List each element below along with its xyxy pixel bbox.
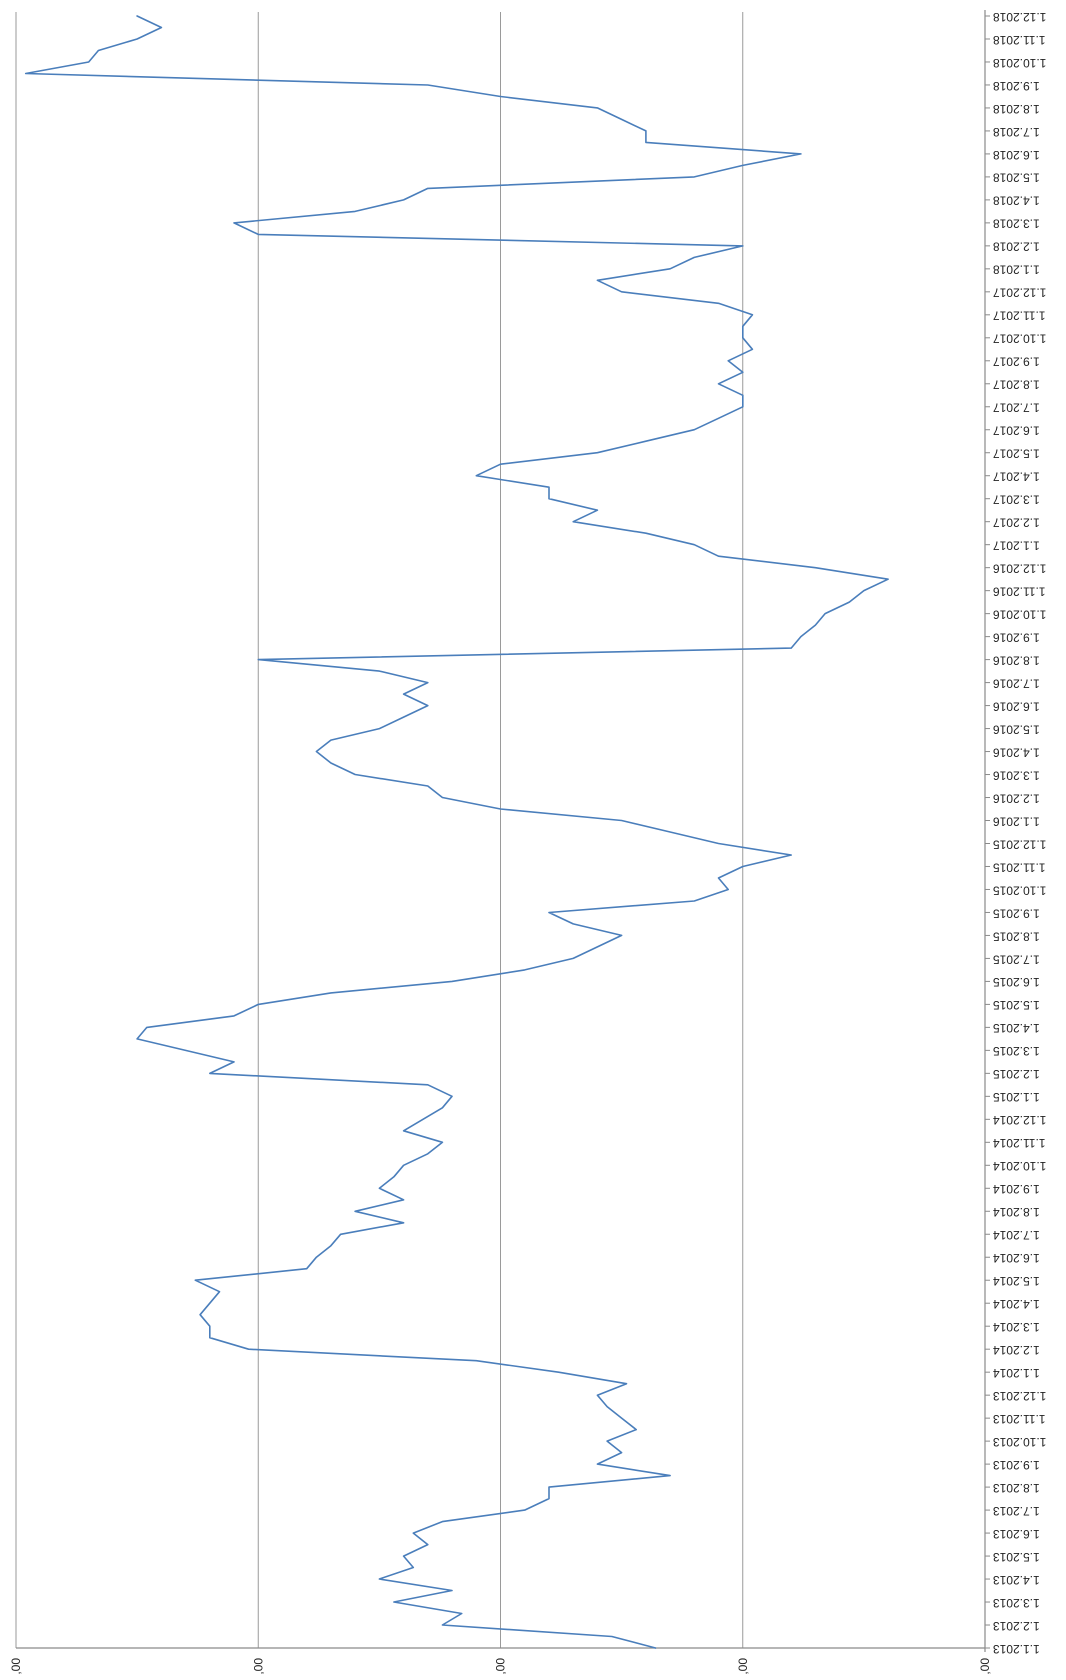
x-tick-label: 1.3.2014	[993, 1320, 1040, 1334]
y-tick-label: 335,00	[494, 1658, 508, 1675]
x-tick-label: 1.3.2015	[993, 1044, 1040, 1058]
x-tick-label: 1.2.2015	[993, 1067, 1040, 1081]
y-tick-label: 345,00	[9, 1658, 23, 1675]
x-tick-label: 1.8.2017	[993, 378, 1040, 392]
x-tick-label: 1.4.2015	[993, 1021, 1040, 1035]
x-tick-label: 1.2.2013	[993, 1619, 1040, 1633]
x-tick-label: 1.12.2016	[993, 561, 1047, 575]
x-tick-label: 1.3.2018	[993, 217, 1040, 231]
x-tick-label: 1.7.2017	[993, 401, 1040, 415]
x-tick-label: 1.9.2014	[993, 1182, 1040, 1196]
x-tick-label: 1.5.2018	[993, 171, 1040, 185]
x-tick-label: 1.1.2016	[993, 814, 1040, 828]
x-tick-label: 1.10.2018	[993, 56, 1047, 70]
x-tick-label: 1.10.2016	[993, 607, 1047, 621]
x-tick-label: 1.8.2015	[993, 929, 1040, 943]
x-tick-label: 1.8.2013	[993, 1481, 1040, 1495]
x-tick-label: 1.11.2017	[993, 309, 1046, 323]
x-tick-label: 1.1.2013	[993, 1642, 1040, 1656]
x-tick-label: 1.10.2014	[993, 1159, 1047, 1173]
x-tick-label: 1.6.2016	[993, 699, 1040, 713]
x-tick-label: 1.2.2017	[993, 516, 1040, 530]
x-tick-label: 1.9.2013	[993, 1458, 1040, 1472]
x-tick-label: 1.9.2017	[993, 355, 1040, 369]
gridlines	[15, 12, 744, 1648]
x-tick-label: 1.9.2018	[993, 79, 1040, 93]
x-tick-label: 1.10.2015	[993, 883, 1047, 897]
x-tick-label: 1.2.2016	[993, 791, 1040, 805]
x-tick-label: 1.7.2015	[993, 952, 1040, 966]
x-tick-label: 1.6.2017	[993, 424, 1040, 438]
x-tick-label: 1.5.2013	[993, 1550, 1040, 1564]
x-tick-label: 1.4.2016	[993, 745, 1040, 759]
x-tick-label: 1.3.2013	[993, 1596, 1040, 1610]
x-tick-label: 1.4.2017	[993, 470, 1040, 484]
axes	[16, 10, 990, 1652]
x-tick-label: 1.6.2015	[993, 975, 1040, 989]
x-tick-label: 1.2.2014	[993, 1343, 1040, 1357]
x-tick-label: 1.5.2014	[993, 1274, 1040, 1288]
x-tick-label: 1.9.2015	[993, 906, 1040, 920]
x-tick-label: 1.11.2015	[993, 860, 1046, 874]
x-tick-label: 1.7.2016	[993, 676, 1040, 690]
x-tick-label: 1.6.2014	[993, 1251, 1040, 1265]
x-tick-label: 1.1.2017	[993, 539, 1040, 553]
x-tick-label: 1.7.2018	[993, 125, 1040, 139]
x-tick-label: 1.1.2018	[993, 263, 1040, 277]
x-tick-label: 1.12.2018	[993, 10, 1047, 24]
x-tick-label: 1.3.2016	[993, 768, 1040, 782]
x-tick-label: 1.8.2014	[993, 1205, 1040, 1219]
x-tick-label: 1.11.2013	[993, 1412, 1046, 1426]
x-tick-label: 1.2.2018	[993, 240, 1040, 254]
x-tick-label: 1.5.2015	[993, 998, 1040, 1012]
series-line	[24, 15, 889, 1649]
x-tick-label: 1.9.2016	[993, 630, 1040, 644]
x-tick-label: 1.1.2014	[993, 1366, 1040, 1380]
x-tick-label: 1.12.2014	[993, 1113, 1047, 1127]
x-tick-label: 1.3.2017	[993, 493, 1040, 507]
x-tick-label: 1.11.2018	[993, 33, 1046, 47]
x-tick-label: 1.10.2013	[993, 1435, 1047, 1449]
x-tick-label: 1.4.2014	[993, 1297, 1040, 1311]
x-tick-label: 1.12.2017	[993, 286, 1047, 300]
x-tick-label: 1.4.2013	[993, 1573, 1040, 1587]
y-tick-label: 330,00	[736, 1658, 750, 1675]
x-tick-label: 1.6.2018	[993, 148, 1040, 162]
x-tick-label: 1.11.2016	[993, 584, 1046, 598]
x-tick-label: 1.11.2014	[993, 1136, 1046, 1150]
y-tick-label: 325,00	[978, 1658, 992, 1675]
x-tick-label: 1.12.2013	[993, 1389, 1047, 1403]
y-tick-label: 340,00	[251, 1658, 265, 1675]
x-tick-label: 1.7.2014	[993, 1228, 1040, 1242]
series	[24, 15, 889, 1649]
x-tick-label: 1.1.2015	[993, 1090, 1040, 1104]
x-tick-labels: 1.1.2013 1.2.2013 1.3.2013 1.4.2013 1.5.2013…	[993, 10, 1047, 1656]
x-tick-label: 1.7.2013	[993, 1504, 1040, 1518]
x-tick-label: 1.5.2016	[993, 722, 1040, 736]
x-tick-label: 1.8.2016	[993, 653, 1040, 667]
x-tick-label: 1.8.2018	[993, 102, 1040, 116]
x-tick-label: 1.6.2013	[993, 1527, 1040, 1541]
y-tick-labels: 325,00 330,00 335,00 340,00 345,00	[9, 1658, 992, 1680]
x-tick-label: 1.4.2018	[993, 194, 1040, 208]
x-tick-label: 1.12.2015	[993, 837, 1047, 851]
x-tick-label: 1.5.2017	[993, 447, 1040, 461]
x-tick-label: 1.10.2017	[993, 332, 1047, 346]
